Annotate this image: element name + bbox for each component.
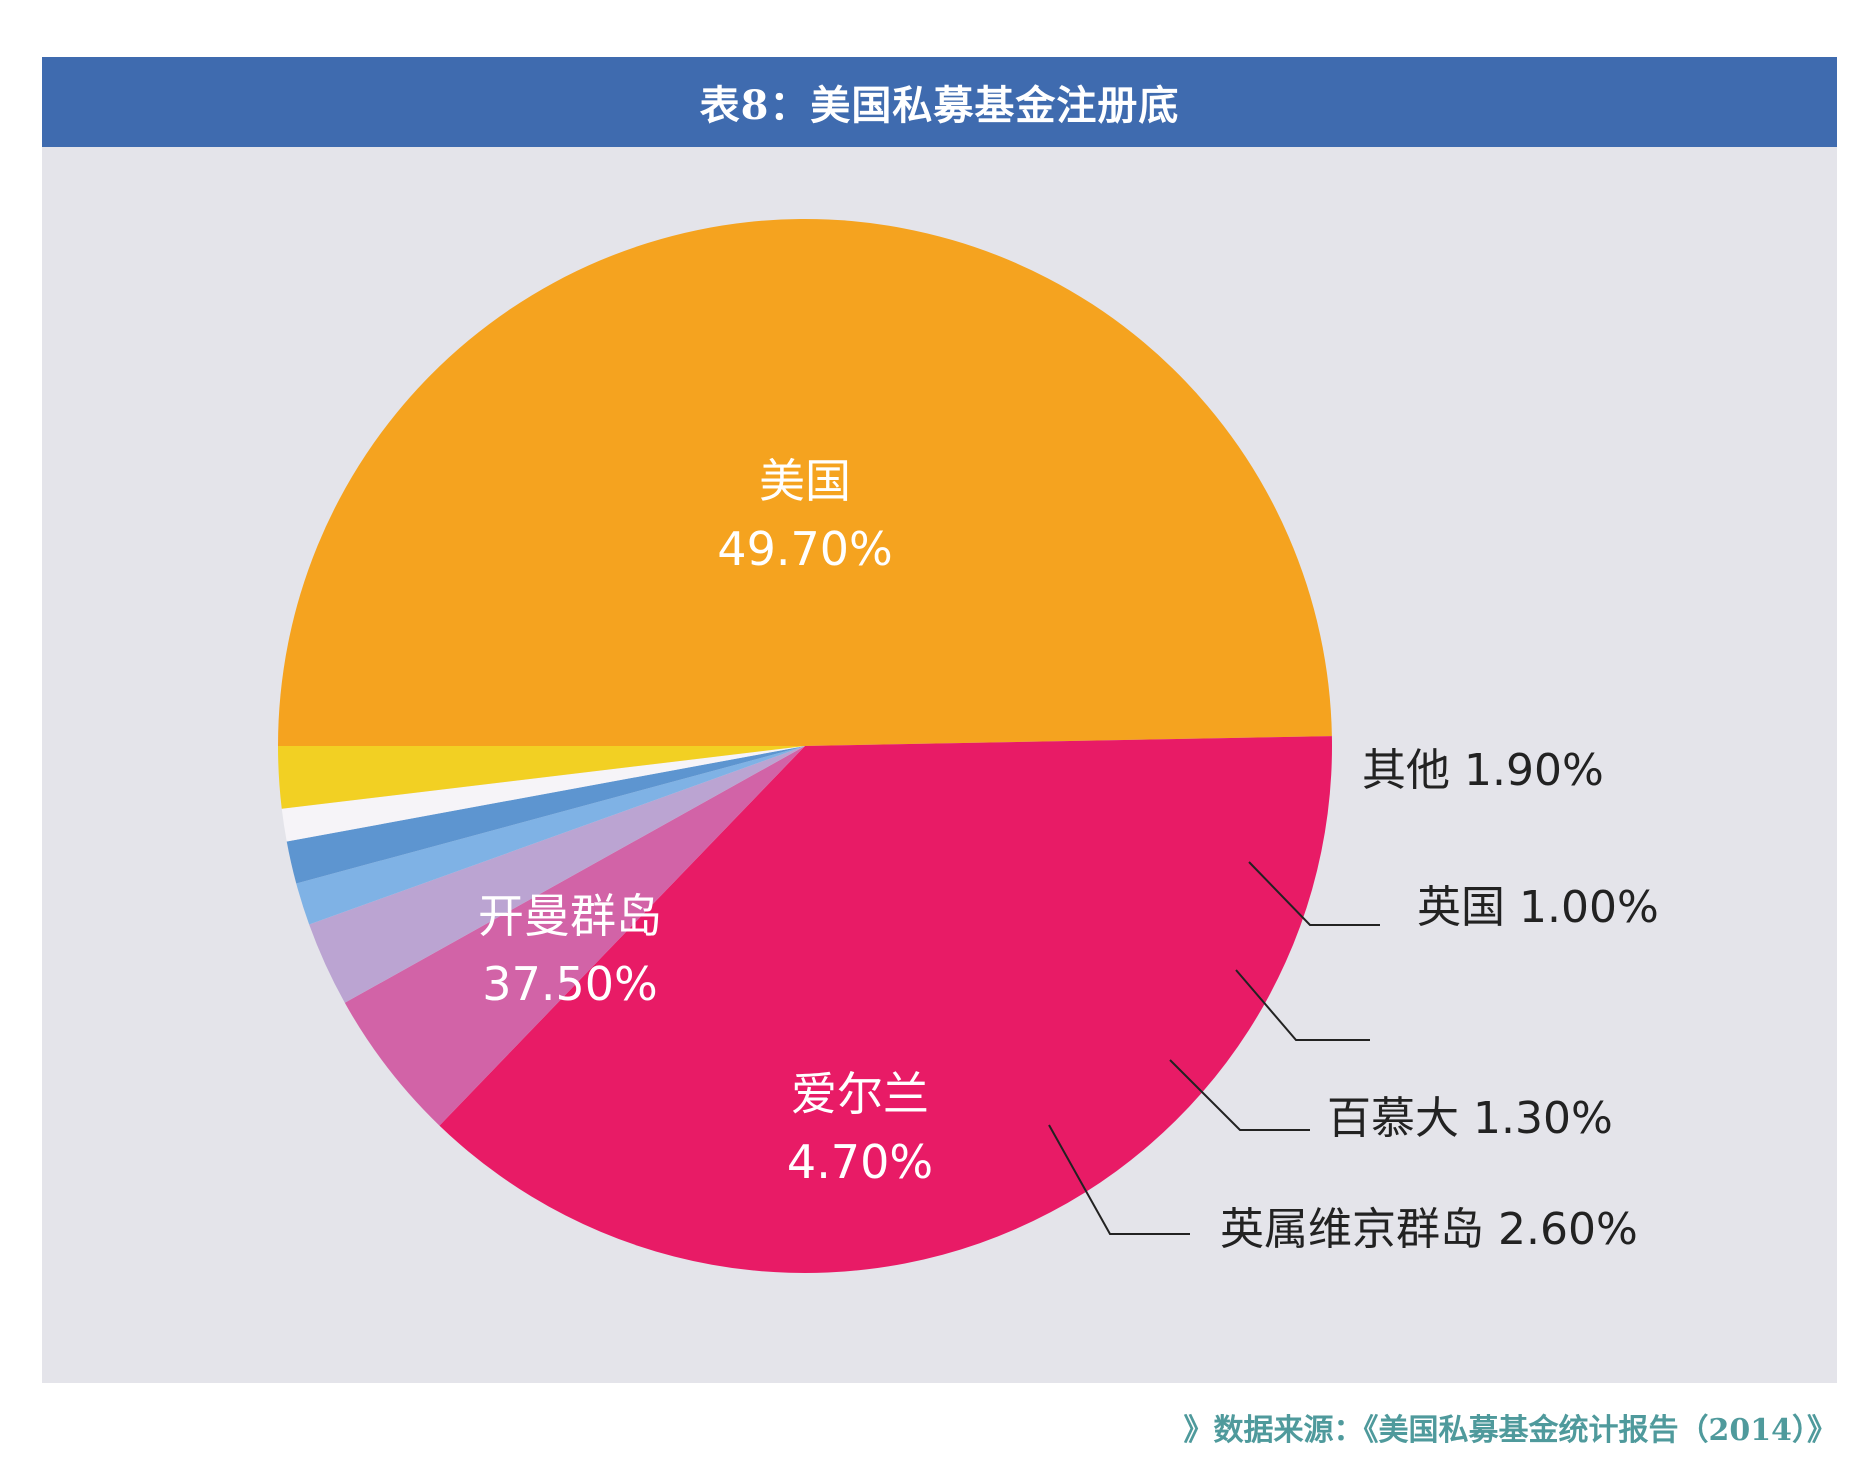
title-bar: 表8：美国私募基金注册底 [42, 57, 1837, 147]
slice-label: 开曼群岛 [478, 889, 662, 943]
source-note: 》数据来源：《美国私募基金统计报告（2014）》 [1183, 1413, 1838, 1448]
leader-line [1048, 1124, 1190, 1235]
pie-slice-百慕大 [296, 746, 805, 925]
pie-slice-英属维京群岛 [309, 746, 805, 1003]
pie-slice-5 [286, 746, 805, 884]
slice-value-label: 49.70% [717, 522, 892, 576]
slice-label: 美国 [759, 454, 851, 508]
slice-outside-label: 其他 1.90% [1362, 745, 1604, 796]
slice-outside-label: 英国 1.00% [1417, 882, 1659, 933]
pie-slice-英国 [281, 746, 805, 842]
chart-title: 表8：美国私募基金注册底 [699, 82, 1180, 129]
slice-value-label: 37.50% [482, 957, 657, 1011]
slice-outside-label: 百慕大 1.30% [1327, 1093, 1613, 1144]
pie-slice-开曼群岛 [439, 736, 1332, 1273]
slice-outside-label: 英属维京群岛 2.60% [1220, 1204, 1638, 1255]
pie-slice-其他 [278, 746, 805, 809]
slice-label: 爱尔兰 [791, 1067, 929, 1121]
leader-line [1169, 1059, 1310, 1131]
leader-line [1248, 861, 1380, 926]
pie-slice-美国 [278, 218, 1332, 746]
slice-value-label: 4.70% [787, 1135, 933, 1189]
leader-line [1235, 969, 1370, 1041]
pie-slice-爱尔兰 [344, 746, 805, 1126]
